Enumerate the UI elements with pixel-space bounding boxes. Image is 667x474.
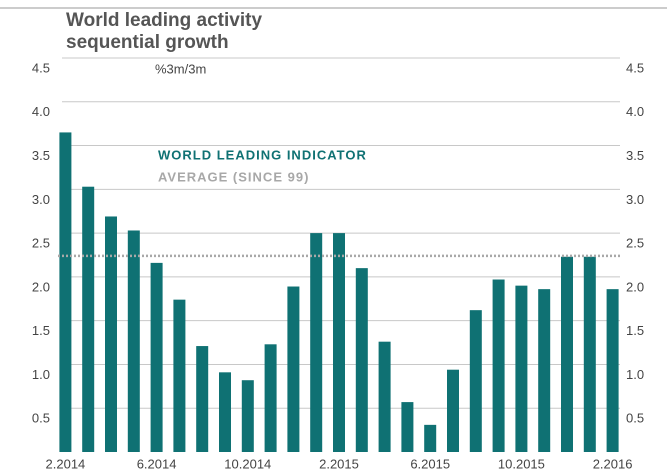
subtitle: %3m/3m [155,61,206,76]
chart-title: World leading activity [66,10,262,31]
bar [82,186,95,452]
y-tick-label-right: 3.0 [626,192,644,207]
x-tick-label: 6.2015 [410,456,450,471]
y-tick-label-right: 1.0 [626,367,644,382]
bar [150,262,163,452]
y-tick-label: 2.5 [32,236,50,251]
bar [378,341,391,452]
x-tick-label: 10.2014 [224,456,271,471]
y-tick-label-right: 1.5 [626,323,644,338]
x-tick-label: 2.2014 [46,456,86,471]
bar [355,268,368,452]
bar [196,346,209,452]
bar [333,233,345,452]
y-tick-label-right: 3.5 [626,148,644,163]
y-tick-label-right: 4.0 [626,104,644,119]
y-tick-label: 1.5 [32,323,50,338]
y-tick-label: 1.0 [32,367,50,382]
bar [310,233,323,452]
y-tick-label: 3.0 [32,192,50,207]
bar [219,372,231,452]
legend-label: AVERAGE (SINCE 99) [158,169,309,184]
y-tick-label: 4.0 [32,104,50,119]
bar [606,289,619,452]
legend-label: WORLD LEADING INDICATOR [158,147,367,162]
bar [492,279,505,452]
y-tick-label-right: 0.5 [626,411,644,426]
y-tick-label: 3.5 [32,148,50,163]
bar [127,230,140,452]
x-tick-label: 2.2016 [593,456,633,471]
y-tick-label: 0.5 [32,411,50,426]
x-tick-label: 10.2015 [498,456,545,471]
bar [264,344,277,452]
bar [469,310,482,452]
bar [59,132,72,452]
x-tick-label: 2.2015 [319,456,359,471]
bar [105,216,117,452]
x-tick-label: 6.2014 [137,456,177,471]
bar [401,402,414,452]
bar [241,380,254,452]
y-tick-label-right: 2.5 [626,236,644,251]
bar [538,289,551,452]
chart-title: sequential growth [66,32,229,53]
bar [515,285,528,452]
bar [287,286,300,452]
bar [583,256,596,452]
bar [447,369,459,452]
y-tick-label: 2.0 [32,279,50,294]
y-tick-label: 4.5 [32,60,50,75]
y-tick-label-right: 2.0 [626,279,644,294]
bar [173,299,186,452]
y-tick-label-right: 4.5 [626,60,644,75]
bar [424,424,437,452]
bar [561,256,573,452]
